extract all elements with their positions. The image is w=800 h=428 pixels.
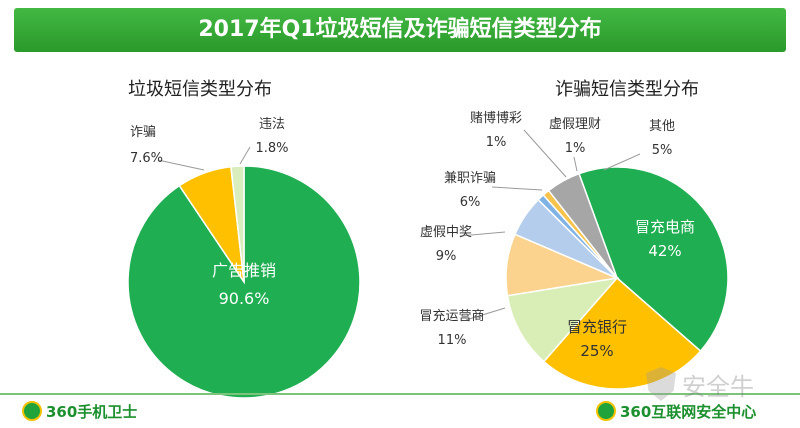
pie-slice xyxy=(542,276,702,390)
slice-label: 广告推销 xyxy=(212,261,276,280)
logo-360-icon xyxy=(22,401,42,421)
slice-value: 9% xyxy=(436,249,457,264)
slice-value: 7.6% xyxy=(130,151,163,166)
footer-divider xyxy=(0,393,800,395)
slice-label: 诈骗 xyxy=(130,125,156,140)
leader-line xyxy=(603,153,641,171)
leader-line xyxy=(523,129,567,178)
leader-line xyxy=(465,307,506,321)
logo-360-mobile-guard: 360手机卫士 xyxy=(22,398,137,424)
slice-label: 冒充银行 xyxy=(567,318,627,336)
logo-360-icon xyxy=(596,401,616,421)
logo-right-text: 360互联网安全中心 xyxy=(620,402,757,421)
chart-title: 垃圾短信类型分布 xyxy=(128,79,272,100)
slice-value: 1% xyxy=(565,141,586,156)
leader-line xyxy=(459,231,506,237)
shield-icon xyxy=(646,367,676,401)
slice-value: 90.6% xyxy=(219,289,270,308)
slice-label: 其他 xyxy=(649,119,675,134)
slice-value: 1% xyxy=(486,135,507,150)
leader-line xyxy=(239,146,251,165)
slice-label: 兼职诈骗 xyxy=(444,171,496,186)
logo-360-internet-security-center: 360互联网安全中心 xyxy=(596,398,756,424)
slice-label: 冒充运营商 xyxy=(419,308,484,324)
slice-value: 25% xyxy=(580,342,613,360)
slice-label: 冒充电商 xyxy=(635,218,695,236)
slice-value: 6% xyxy=(460,195,481,210)
slice-label: 违法 xyxy=(259,117,285,132)
slice-value: 11% xyxy=(438,333,467,348)
chart-title: 诈骗短信类型分布 xyxy=(555,79,699,100)
slide-title: 2017年Q1垃圾短信及诈骗短信类型分布 xyxy=(198,17,602,42)
leader-line xyxy=(157,159,205,171)
title-bar: 2017年Q1垃圾短信及诈骗短信类型分布 xyxy=(14,8,786,52)
watermark-text: 安全牛 xyxy=(682,372,754,401)
pie-slice xyxy=(506,276,619,363)
slice-value: 42% xyxy=(648,242,681,260)
slice-label: 虚假中奖 xyxy=(420,225,472,240)
pie-slice xyxy=(230,165,245,283)
pie-slice xyxy=(547,172,618,279)
leader-line xyxy=(491,186,543,191)
slice-label: 赌博博彩 xyxy=(470,111,522,126)
slice-label: 虚假理财 xyxy=(549,117,601,132)
pie-slice xyxy=(578,166,729,353)
slice-value: 1.8% xyxy=(255,141,288,156)
logo-left-text: 360手机卫士 xyxy=(46,402,138,421)
slice-value: 5% xyxy=(652,143,673,158)
leader-line xyxy=(573,156,578,172)
watermark: 安全牛 xyxy=(646,364,766,404)
